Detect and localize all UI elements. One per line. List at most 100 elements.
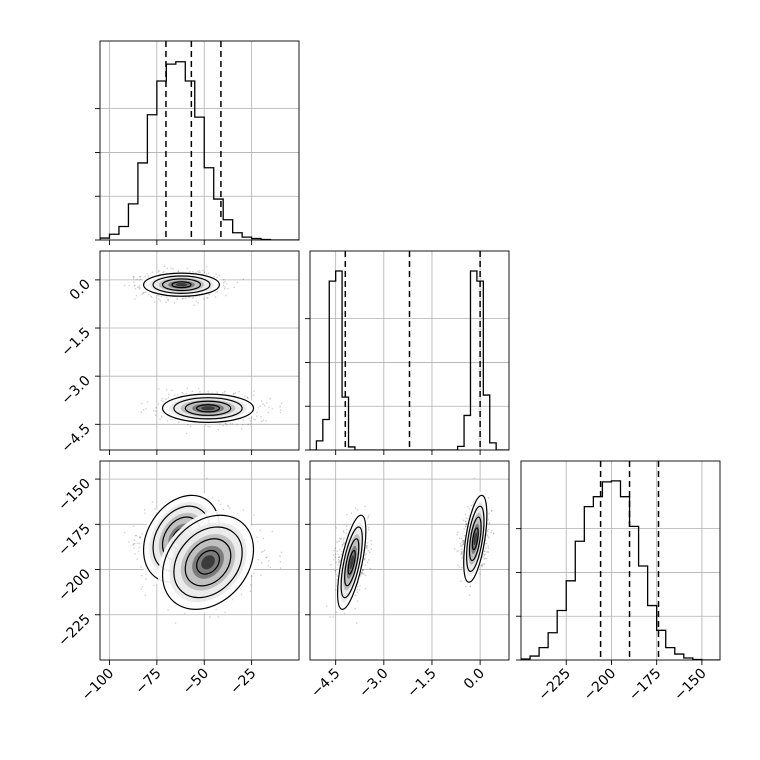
- scatter-point: [487, 518, 490, 521]
- scatter-point: [227, 287, 229, 290]
- tick-label-y: −150: [55, 476, 94, 515]
- tick-label-y: −1.5: [58, 325, 93, 360]
- scatter-point: [206, 477, 208, 480]
- scatter-point: [485, 547, 487, 549]
- contour-line-0-3: [171, 281, 192, 289]
- scatter-point: [169, 418, 172, 421]
- scatter-point: [271, 407, 274, 410]
- scatter-point: [460, 545, 463, 547]
- scatter-point: [144, 512, 146, 514]
- contour-line-0-0: [142, 272, 221, 297]
- scatter-point: [233, 393, 235, 395]
- scatter-point: [481, 565, 484, 568]
- scatter-point: [135, 534, 138, 537]
- scatter-point: [160, 399, 163, 402]
- histogram-panel-2: −225 −200 −175 −150: [516, 460, 721, 705]
- histogram-panel-1: [305, 250, 510, 455]
- scatter-point: [185, 297, 188, 299]
- scatter-point: [492, 532, 495, 534]
- tick-label-y: −225: [55, 611, 94, 650]
- tick-label-x: −4.5: [308, 666, 343, 701]
- scatter-point: [224, 390, 226, 393]
- scatter-point: [152, 584, 155, 587]
- scatter-point: [176, 298, 178, 301]
- scatter-point: [487, 528, 490, 531]
- scatter-point: [465, 523, 468, 526]
- scatter-point: [134, 298, 136, 300]
- scatter-point: [469, 585, 472, 588]
- scatter-point: [216, 391, 218, 394]
- scatter-point: [123, 531, 126, 534]
- tick-label-y: −200: [55, 566, 94, 605]
- scatter-point: [249, 584, 252, 586]
- scatter-point: [214, 296, 217, 298]
- scatter-point: [154, 414, 157, 416]
- scatter-point: [488, 536, 490, 539]
- scatter-point: [269, 397, 272, 400]
- scatter-point: [181, 391, 183, 394]
- scatter-point: [458, 537, 461, 540]
- scatter-point: [232, 392, 235, 395]
- scatter-point: [151, 271, 154, 274]
- scatter-point: [253, 418, 255, 420]
- tick-label-x: −100: [79, 666, 118, 705]
- scatter-point: [249, 420, 252, 422]
- scatter-point: [182, 297, 184, 300]
- scatter-point: [152, 409, 155, 412]
- scatter-point: [222, 278, 225, 281]
- scatter-point: [481, 564, 484, 567]
- panel-frame: [309, 250, 510, 451]
- panel-frame: [99, 40, 300, 241]
- scatter-point: [456, 550, 459, 552]
- contour-line-1-1: [173, 397, 243, 420]
- scatter-point: [207, 272, 210, 274]
- scatter-point: [458, 566, 461, 568]
- scatter-point: [463, 528, 466, 530]
- scatter-point: [197, 301, 199, 304]
- scatter-point: [488, 512, 491, 515]
- scatter-point: [263, 549, 266, 552]
- scatter-point: [260, 562, 263, 564]
- scatter-point: [483, 558, 486, 560]
- scatter-point: [231, 598, 234, 601]
- scatter-point: [243, 395, 246, 397]
- scatter-point: [465, 523, 467, 526]
- tick-label-x: −150: [671, 666, 710, 705]
- scatter-point: [205, 296, 208, 299]
- panel-content: [123, 265, 283, 435]
- scatter-point: [218, 274, 221, 277]
- scatter-point: [134, 534, 137, 537]
- scatter-point: [483, 563, 486, 565]
- density-level-1-4: [201, 555, 215, 570]
- scatter-point: [470, 504, 473, 507]
- scatter-point: [136, 278, 138, 281]
- scatter-point: [198, 269, 201, 272]
- scatter-point: [249, 423, 252, 425]
- scatter-point: [260, 416, 262, 418]
- scatter-point: [211, 497, 214, 499]
- scatter-point: [160, 416, 163, 419]
- panels-layer: −225 −200 −175 −150−4.5−3.0−1.50.0−100 −75 −5…: [55, 40, 721, 705]
- scatter-point: [140, 574, 143, 577]
- scatter-point: [223, 287, 226, 290]
- scatter-point: [460, 537, 463, 540]
- scatter-point: [250, 417, 253, 419]
- scatter-point: [491, 509, 493, 512]
- scatter-point: [225, 422, 227, 425]
- scatter-point: [132, 275, 135, 278]
- scatter-point: [139, 536, 141, 538]
- scatter-point: [157, 388, 160, 390]
- scatter-point: [260, 551, 263, 553]
- scatter-point: [144, 594, 147, 597]
- scatter-point: [140, 402, 143, 405]
- scatter-point: [139, 536, 142, 539]
- scatter-point: [186, 387, 189, 390]
- scatter-point: [257, 558, 260, 561]
- scatter-point: [464, 513, 467, 516]
- histogram-step-0: [100, 61, 299, 240]
- scatter-point: [206, 297, 209, 299]
- scatter-point: [165, 296, 168, 299]
- scatter-point: [151, 501, 154, 503]
- scatter-point: [133, 284, 136, 287]
- scatter-point: [250, 575, 253, 577]
